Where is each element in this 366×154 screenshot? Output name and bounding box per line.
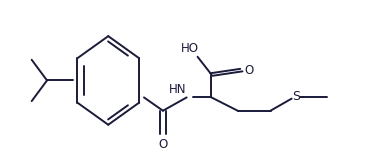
Text: HO: HO	[181, 42, 199, 55]
Text: O: O	[158, 138, 168, 151]
Text: HN: HN	[169, 83, 187, 96]
Text: S: S	[292, 90, 300, 103]
Text: O: O	[244, 64, 254, 77]
